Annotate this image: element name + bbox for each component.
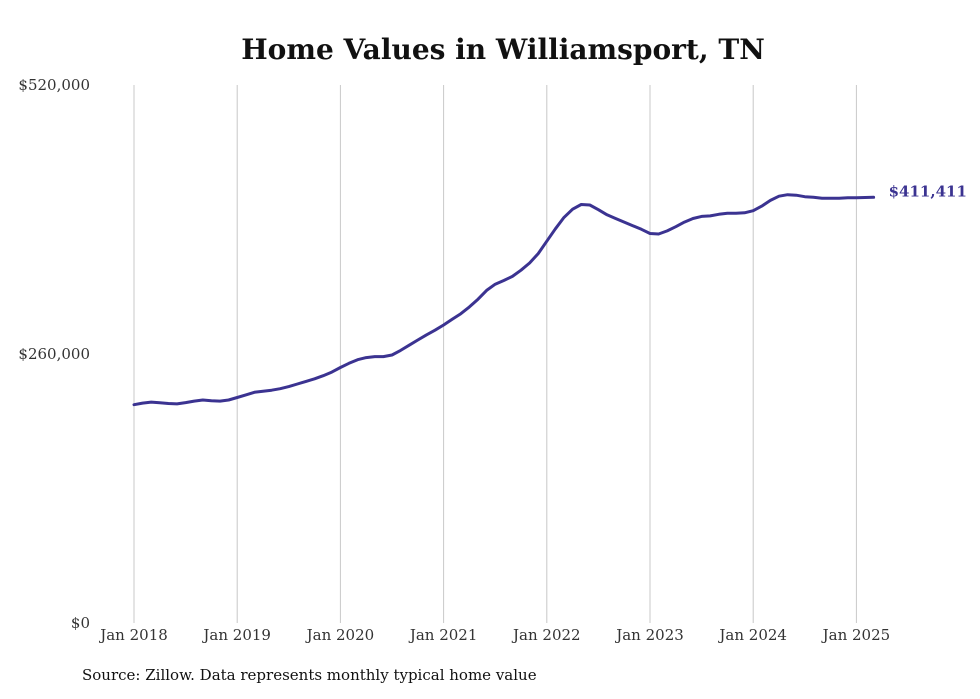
x-axis-ticks: Jan 2018 Jan 2019 Jan 2020 Jan 2021 Jan 2022… <box>98 626 890 644</box>
y-tick-label: $520,000 <box>18 76 90 94</box>
x-tick-label: Jan 2020 <box>305 626 375 644</box>
y-tick-label: $260,000 <box>18 345 90 363</box>
latest-value-label: $411,411 <box>889 182 967 200</box>
x-tick-label: Jan 2019 <box>201 626 271 644</box>
y-axis-ticks: $0 $260,000 $520,000 <box>18 76 90 632</box>
x-tick-label: Jan 2022 <box>511 626 581 644</box>
x-tick-label: Jan 2025 <box>821 626 891 644</box>
x-tick-label: Jan 2018 <box>98 626 168 644</box>
home-value-line <box>132 193 876 407</box>
source-note: Source: Zillow. Data represents monthly … <box>82 666 537 684</box>
x-tick-label: Jan 2023 <box>614 626 684 644</box>
x-tick-label: Jan 2021 <box>408 626 478 644</box>
x-tick-label: Jan 2024 <box>717 626 787 644</box>
gridlines <box>133 85 857 623</box>
y-tick-label: $0 <box>71 614 90 632</box>
chart-title: Home Values in Williamsport, TN <box>241 33 765 66</box>
